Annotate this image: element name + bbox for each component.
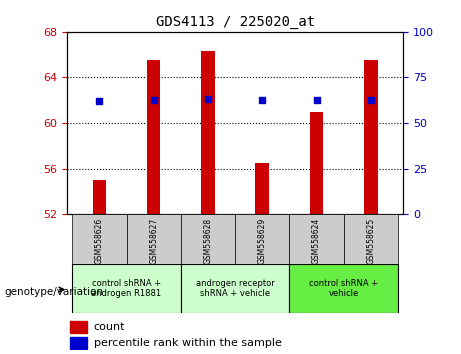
Bar [93,180,106,214]
Bar [290,214,343,264]
Point [150,97,157,103]
Bar [201,51,215,214]
Bar [290,264,398,313]
Text: GSM558628: GSM558628 [203,218,213,264]
Text: androgen receptor
shRNA + vehicle: androgen receptor shRNA + vehicle [196,279,274,298]
Text: control shRNA +
androgen R1881: control shRNA + androgen R1881 [91,279,162,298]
Text: GSM558624: GSM558624 [312,218,321,264]
Point [367,97,374,103]
Text: GSM558625: GSM558625 [366,218,375,264]
Text: count: count [94,322,125,332]
Point [96,98,103,104]
Point [259,97,266,103]
Bar [70,321,87,333]
Point [313,97,320,103]
Text: GSM558627: GSM558627 [149,218,158,264]
Bar [310,112,323,214]
Title: GDS4113 / 225020_at: GDS4113 / 225020_at [155,16,315,29]
Bar [235,214,290,264]
Bar [70,337,87,349]
Text: control shRNA +
vehicle: control shRNA + vehicle [309,279,378,298]
Text: GSM558626: GSM558626 [95,218,104,264]
Bar [72,264,181,313]
Bar [255,163,269,214]
Bar [181,214,235,264]
Point [204,97,212,102]
Text: percentile rank within the sample: percentile rank within the sample [94,338,282,348]
Bar [181,264,290,313]
Text: genotype/variation: genotype/variation [5,287,104,297]
Text: GSM558629: GSM558629 [258,218,267,264]
Bar [72,214,127,264]
Bar [147,60,160,214]
Bar [364,60,378,214]
Bar [127,214,181,264]
Bar [343,214,398,264]
